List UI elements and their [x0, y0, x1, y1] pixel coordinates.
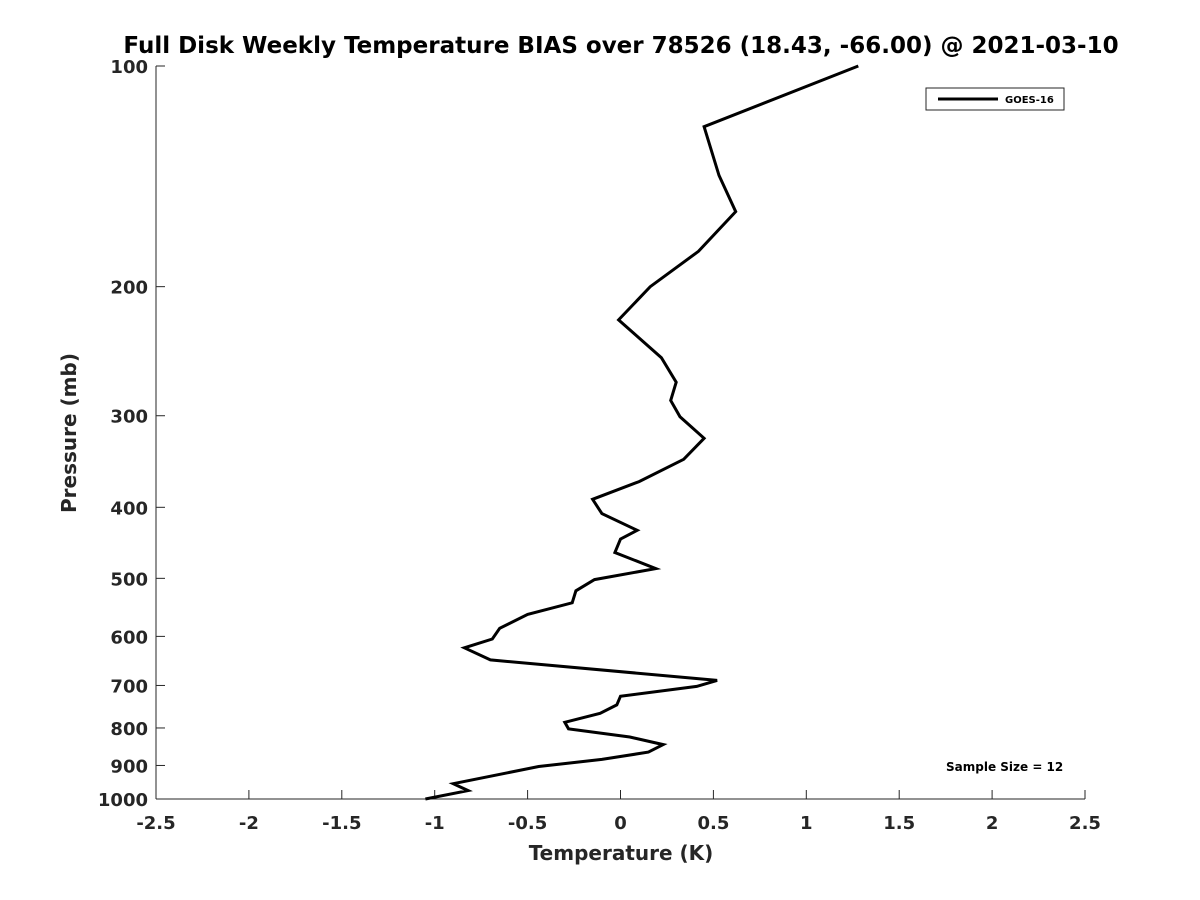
x-tick-label: -2: [239, 813, 259, 834]
legend-label-goes-16: GOES-16: [1005, 95, 1054, 106]
y-tick-label: 500: [110, 569, 148, 590]
y-tick-label: 600: [110, 627, 148, 648]
x-tick-label: 0: [614, 813, 627, 834]
y-tick-label: 100: [110, 57, 148, 78]
x-axis-label: Temperature (K): [529, 841, 714, 865]
x-axis-ticks: -2.5 -2 -1.5 -1 -0.5 0 0.5 1 1.5 2 2.5: [136, 790, 1101, 834]
x-tick-label: -2.5: [136, 813, 175, 834]
y-tick-label: 700: [110, 676, 148, 697]
y-tick-label: 800: [110, 719, 148, 740]
x-tick-label: 1: [800, 813, 813, 834]
x-tick-label: 1.5: [883, 813, 915, 834]
series-line-goes-16: [425, 64, 859, 801]
x-tick-label: 0.5: [697, 813, 729, 834]
y-tick-label: 1000: [98, 790, 148, 811]
sample-size-annotation: Sample Size = 12: [946, 760, 1063, 774]
series-layer: [425, 64, 859, 801]
y-axis-label: Pressure (mb): [57, 353, 81, 513]
x-tick-label: 2: [986, 813, 999, 834]
x-tick-label: -1.5: [322, 813, 361, 834]
y-axis-ticks: 100 200 300 400 500 600 700 800 900 1000: [98, 57, 165, 811]
y-tick-label: 200: [110, 278, 148, 299]
y-tick-label: 300: [110, 407, 148, 428]
y-tick-label: 400: [110, 498, 148, 519]
x-tick-label: 2.5: [1069, 813, 1101, 834]
x-tick-label: -1: [425, 813, 445, 834]
legend: GOES-16: [925, 87, 1065, 111]
chart-title: Full Disk Weekly Temperature BIAS over 7…: [123, 33, 1118, 59]
y-tick-label: 900: [110, 756, 148, 777]
x-tick-label: -0.5: [508, 813, 547, 834]
